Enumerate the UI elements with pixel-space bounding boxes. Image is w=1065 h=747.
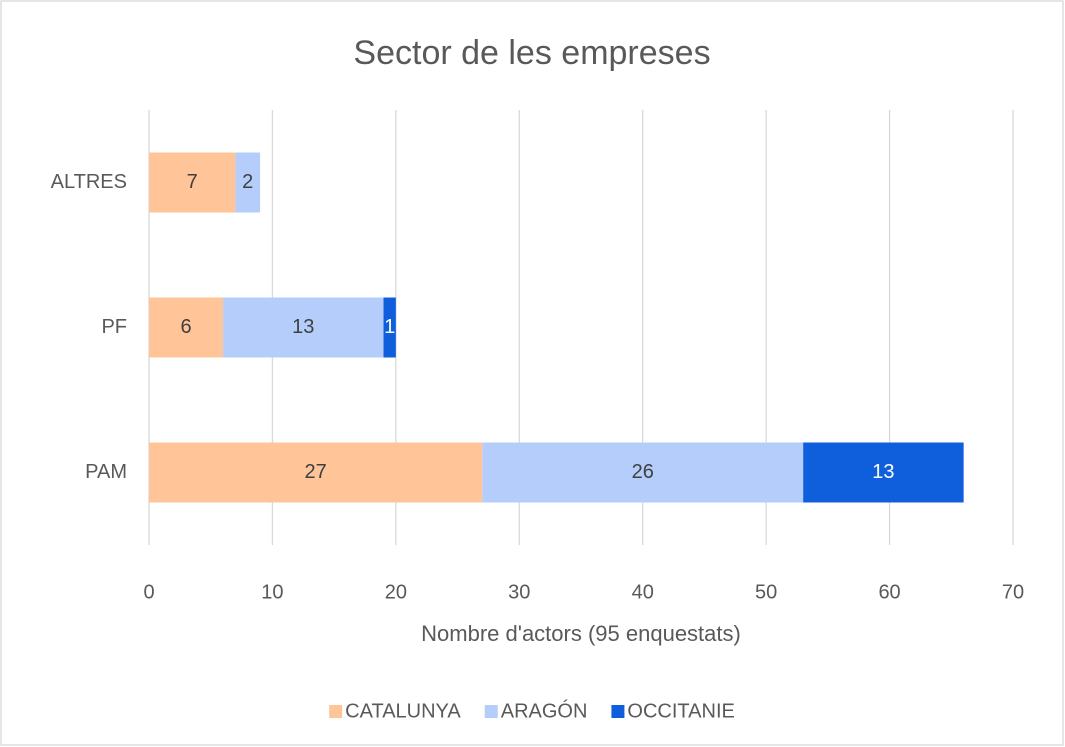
bar-segment: [149, 442, 483, 503]
data-label: 13: [292, 316, 314, 338]
x-tick-label: 60: [878, 581, 900, 603]
bar-segment: [803, 442, 964, 503]
bar-segment: [149, 297, 224, 358]
data-label: 1: [384, 316, 395, 338]
data-label: 26: [632, 461, 654, 483]
legend-label: OCCITANIE: [627, 700, 734, 722]
x-tick-label: 40: [632, 581, 654, 603]
y-tick-label: PF: [101, 316, 127, 338]
legend-label: ARAGÓN: [501, 699, 588, 722]
legend-swatch: [611, 705, 625, 718]
bar-segment: [383, 297, 396, 358]
data-label: 2: [242, 171, 253, 193]
data-label: 13: [872, 461, 894, 483]
x-tick-label: 10: [261, 581, 283, 603]
bar-segment: [223, 297, 384, 358]
bar-segment: [235, 152, 261, 213]
data-label: 27: [305, 461, 327, 483]
legend-swatch: [484, 705, 498, 718]
x-tick-label: 20: [385, 581, 407, 603]
legend-label: CATALUNYA: [345, 700, 461, 722]
y-tick-label: ALTRES: [51, 171, 127, 193]
bar-segment: [149, 152, 236, 213]
x-tick-label: 30: [508, 581, 530, 603]
bar-segment: [482, 442, 804, 503]
chart-title: Sector de les empreses: [353, 34, 710, 72]
y-tick-label: PAM: [85, 461, 127, 483]
x-tick-label: 50: [755, 581, 777, 603]
data-label: 7: [187, 171, 198, 193]
data-label: 6: [180, 316, 191, 338]
x-axis-title: Nombre d'actors (95 enquestats): [421, 621, 741, 646]
legend-swatch: [329, 705, 343, 718]
x-tick-label: 0: [143, 581, 154, 603]
legend: CATALUNYA ARAGÓN OCCITANIE: [329, 699, 735, 722]
x-tick-label: 70: [1002, 581, 1024, 603]
